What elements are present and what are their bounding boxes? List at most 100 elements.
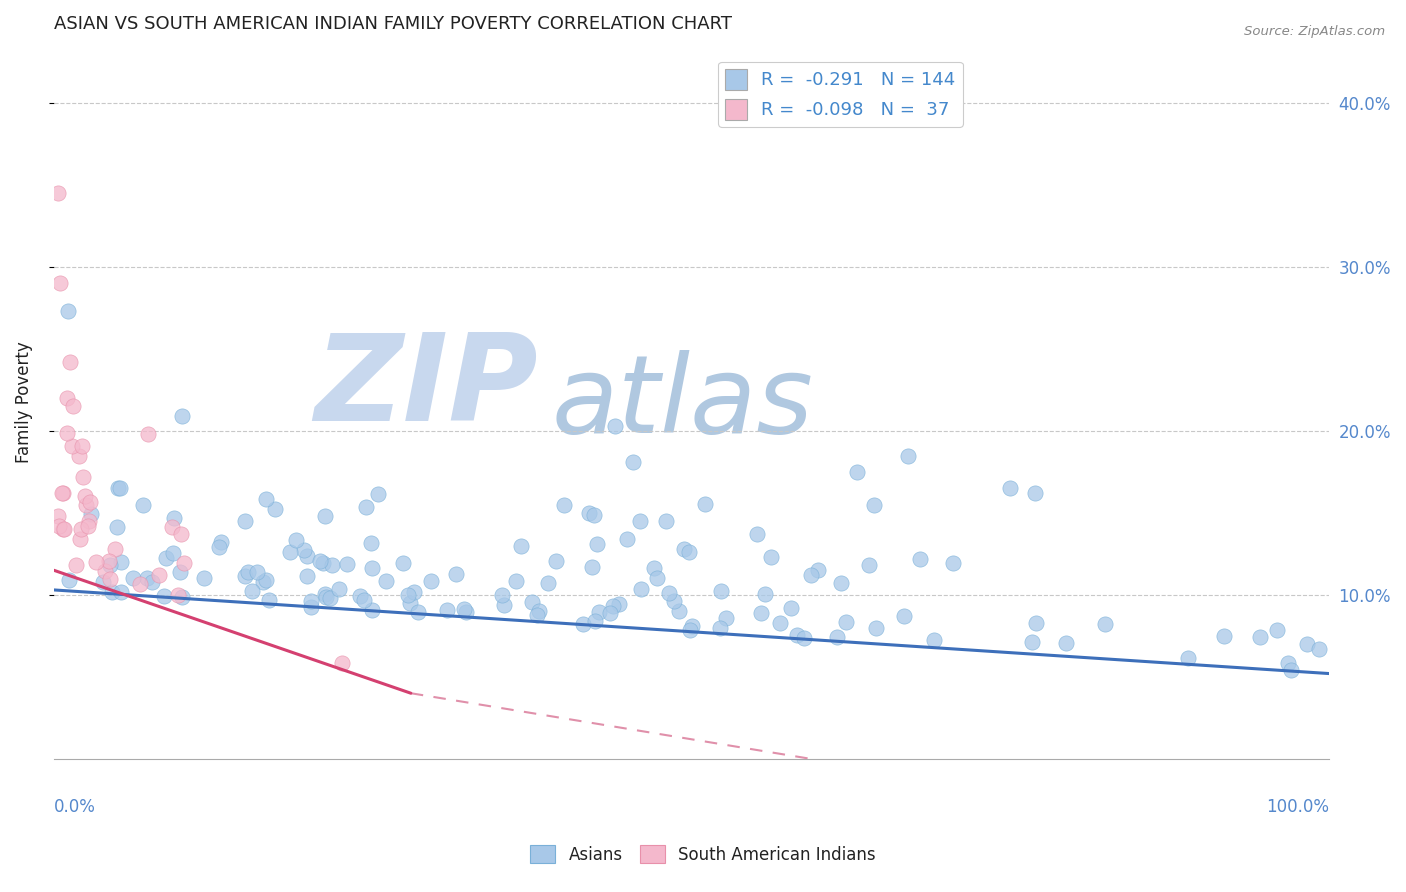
Point: [1177, 651, 1199, 665]
Point: [863, 498, 886, 512]
Point: [1249, 630, 1271, 644]
Point: [678, 544, 700, 558]
Point: [295, 569, 318, 583]
Point: [581, 560, 603, 574]
Point: [77, 514, 100, 528]
Point: [49, 277, 72, 291]
Point: [245, 565, 267, 579]
Point: [94, 565, 117, 579]
Point: [72, 470, 94, 484]
Point: [786, 628, 808, 642]
Text: ASIAN VS SOUTH AMERICAN INDIAN FAMILY POVERTY CORRELATION CHART: ASIAN VS SOUTH AMERICAN INDIAN FAMILY PO…: [53, 15, 733, 33]
Point: [520, 595, 543, 609]
Point: [681, 619, 703, 633]
Point: [908, 552, 931, 566]
Point: [98, 572, 121, 586]
Point: [75, 498, 97, 512]
Point: [582, 508, 605, 522]
Point: [679, 623, 702, 637]
Point: [526, 608, 548, 623]
Point: [55, 425, 77, 440]
Point: [454, 605, 477, 619]
Point: [315, 590, 337, 604]
Point: [588, 605, 610, 619]
Point: [505, 574, 527, 589]
Point: [444, 566, 467, 581]
Point: [155, 551, 177, 566]
Point: [769, 615, 792, 630]
Point: [314, 508, 336, 523]
Point: [353, 593, 375, 607]
Point: [361, 561, 384, 575]
Point: [48, 519, 70, 533]
Point: [110, 585, 132, 599]
Point: [628, 514, 651, 528]
Point: [122, 571, 145, 585]
Point: [1021, 635, 1043, 649]
Point: [492, 598, 515, 612]
Point: [60, 439, 83, 453]
Point: [314, 587, 336, 601]
Text: 0.0%: 0.0%: [53, 798, 96, 816]
Point: [354, 500, 377, 515]
Point: [132, 498, 155, 512]
Point: [129, 577, 152, 591]
Point: [1277, 657, 1299, 671]
Point: [318, 591, 340, 605]
Point: [643, 561, 665, 575]
Point: [714, 611, 737, 625]
Point: [163, 510, 186, 524]
Point: [77, 519, 100, 533]
Point: [105, 520, 128, 534]
Point: [240, 584, 263, 599]
Point: [664, 593, 686, 607]
Point: [209, 535, 232, 549]
Point: [655, 514, 678, 528]
Point: [162, 546, 184, 560]
Point: [65, 558, 87, 572]
Point: [546, 554, 568, 568]
Point: [830, 576, 852, 591]
Point: [1024, 485, 1046, 500]
Point: [419, 574, 441, 588]
Point: [780, 601, 803, 615]
Point: [98, 558, 121, 573]
Point: [172, 409, 194, 424]
Point: [321, 558, 343, 572]
Point: [599, 606, 621, 620]
Point: [527, 604, 550, 618]
Point: [52, 485, 75, 500]
Point: [361, 603, 384, 617]
Point: [537, 576, 560, 591]
Point: [193, 571, 215, 585]
Point: [254, 573, 277, 587]
Point: [367, 486, 389, 500]
Point: [897, 449, 920, 463]
Point: [402, 585, 425, 599]
Point: [553, 498, 575, 512]
Point: [101, 584, 124, 599]
Point: [375, 574, 398, 589]
Point: [1296, 637, 1319, 651]
Point: [170, 527, 193, 541]
Point: [46, 509, 69, 524]
Point: [292, 543, 315, 558]
Point: [865, 621, 887, 635]
Point: [1308, 642, 1330, 657]
Point: [572, 617, 595, 632]
Point: [46, 186, 69, 201]
Point: [299, 594, 322, 608]
Text: ZIP: ZIP: [315, 329, 538, 447]
Point: [141, 574, 163, 589]
Point: [153, 589, 176, 603]
Point: [349, 589, 371, 603]
Point: [62, 400, 84, 414]
Point: [233, 569, 256, 583]
Point: [761, 549, 783, 564]
Point: [491, 588, 513, 602]
Point: [800, 567, 823, 582]
Point: [709, 621, 731, 635]
Point: [51, 485, 73, 500]
Point: [148, 567, 170, 582]
Point: [1279, 663, 1302, 677]
